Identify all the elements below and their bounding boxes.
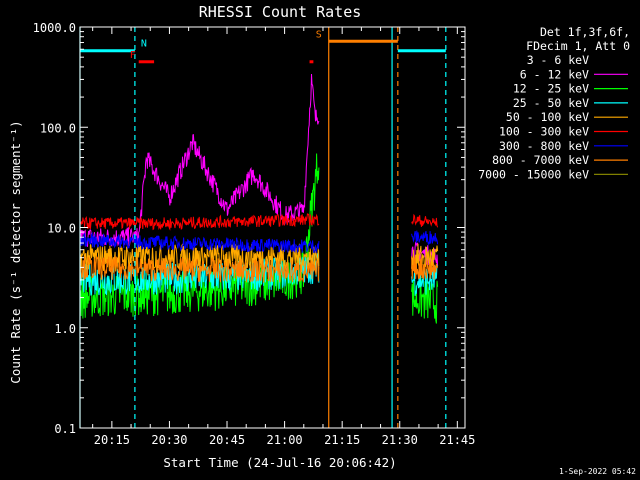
flag-label-F: F	[130, 50, 136, 61]
x-tick-label-0: 20:15	[94, 433, 130, 447]
x-tick-label-2: 20:45	[209, 433, 245, 447]
legend-label-6: 300 - 800 keV	[499, 139, 589, 153]
y-tick-label-2: 10.0	[47, 222, 76, 236]
flag-label-S: S	[316, 29, 322, 40]
legend-header-line-2: FDecim 1, Att 0	[526, 39, 630, 53]
legend-label-3: 25 - 50 keV	[513, 96, 589, 110]
generation-timestamp: 1-Sep-2022 05:42	[559, 467, 636, 476]
flag-label-N: N	[141, 39, 147, 50]
y-tick-label-0: 1000.0	[33, 21, 76, 35]
legend-label-7: 800 - 7000 keV	[492, 153, 589, 167]
series-line-7	[79, 256, 439, 283]
x-tick-label-4: 21:15	[324, 433, 360, 447]
legend-header-line-1: Det 1f,3f,6f,	[540, 25, 630, 39]
series-line-6	[79, 230, 439, 254]
legend-label-1: 6 - 12 keV	[520, 67, 589, 81]
y-tick-label-4: 0.1	[54, 422, 76, 436]
x-axis-label: Start Time (24-Jul-16 20:06:42)	[163, 455, 396, 470]
chart-title: RHESSI Count Rates	[199, 3, 362, 21]
axis-ticks: 20:15 20:30 20:45 21:00 21:15 21:30 21:45 1000.…	[33, 21, 476, 447]
x-tick-label-6: 21:45	[439, 433, 475, 447]
x-tick-label-1: 20:30	[151, 433, 187, 447]
y-tick-label-3: 1.0	[54, 322, 76, 336]
series-line-5	[79, 213, 439, 231]
legend-label-5: 100 - 300 keV	[499, 125, 589, 139]
y-tick-label-1: 100.0	[40, 121, 76, 135]
legend-label-8: 7000 - 15000 keV	[478, 167, 589, 181]
y-axis-label: Count Rate (s⁻¹ detector segment⁻¹)	[8, 120, 23, 383]
legend: Det 1f,3f,6f, FDecim 1, Att 0 3 - 6 keV6…	[478, 25, 630, 181]
legend-label-0: 3 - 6 keV	[527, 53, 589, 67]
legend-label-4: 50 - 100 keV	[506, 110, 589, 124]
x-tick-label-5: 21:30	[382, 433, 418, 447]
plot-data-area: NF S	[79, 27, 447, 428]
x-tick-label-3: 21:00	[267, 433, 303, 447]
legend-label-2: 12 - 25 keV	[513, 82, 589, 96]
